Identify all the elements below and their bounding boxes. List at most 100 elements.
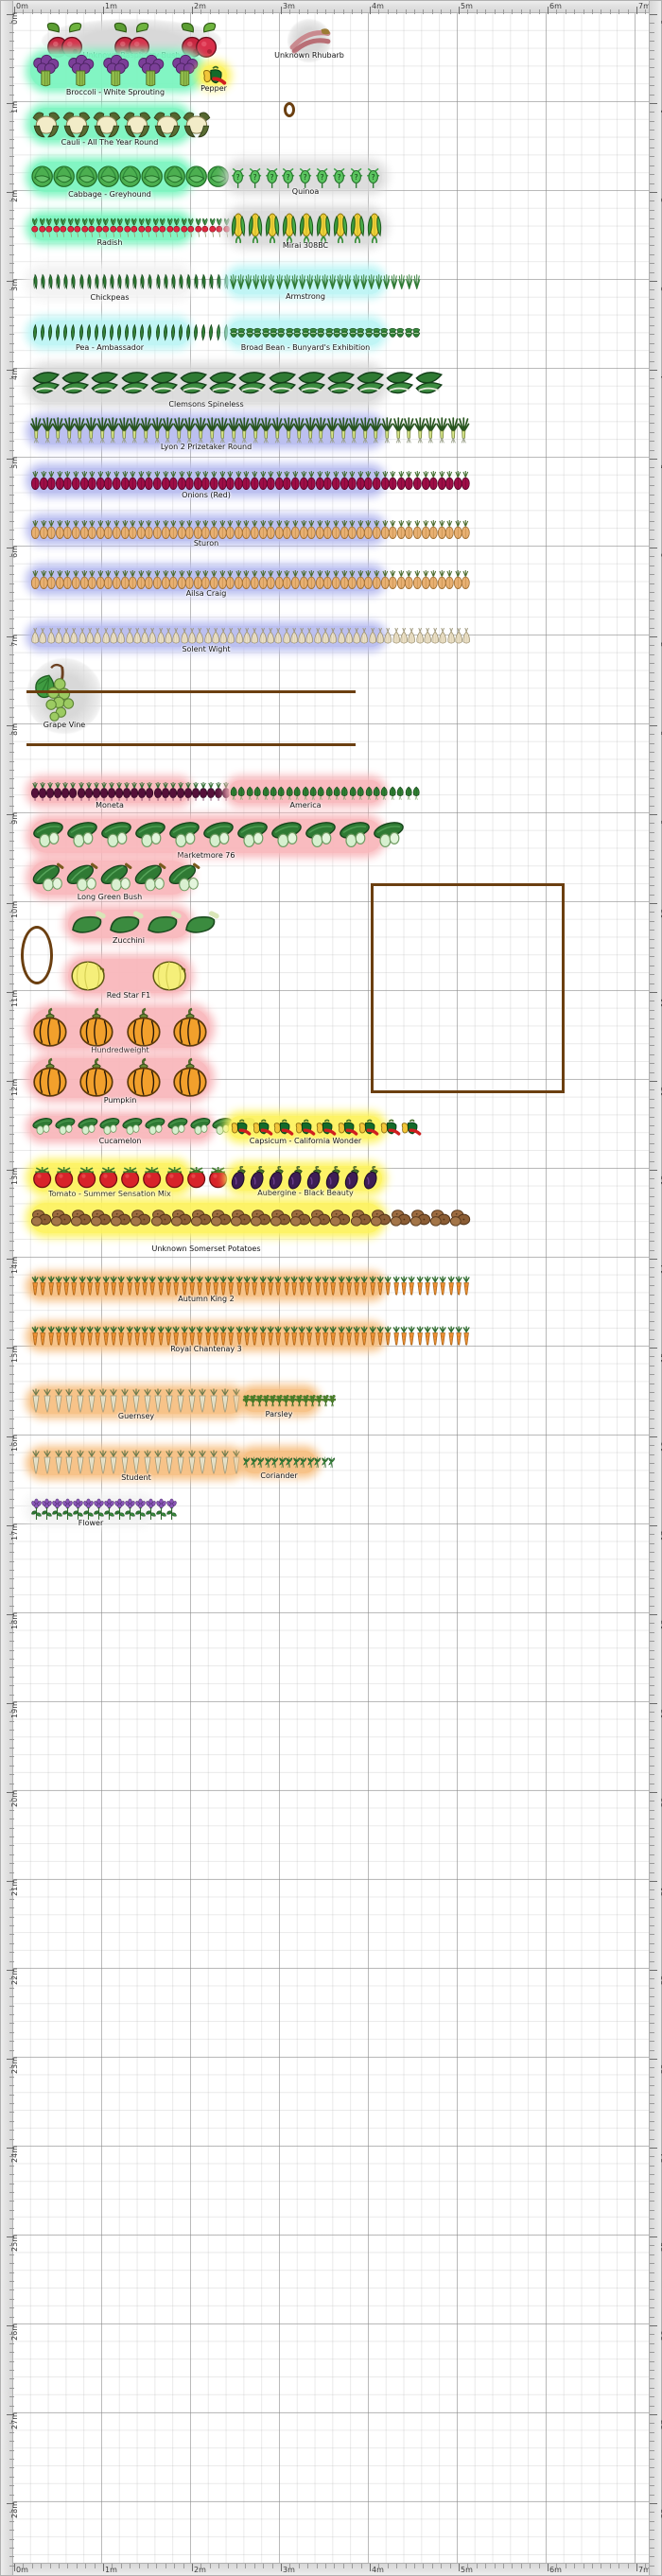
planting[interactable]: Lyon 2 Prizetaker Round <box>30 417 470 451</box>
parsnip-icon <box>120 1450 130 1475</box>
ruler-tick-minor <box>9 245 14 247</box>
parsnip-icon <box>209 1450 218 1475</box>
ruler-tick-minor <box>94 2564 96 2568</box>
ruler-tick-minor <box>9 938 14 940</box>
carrot-icon <box>329 1326 337 1346</box>
ruler-tick-minor <box>9 2289 14 2291</box>
planting[interactable]: Hundredweight <box>30 1007 210 1054</box>
planting[interactable]: Unknown Rhubarb <box>274 19 344 62</box>
ruler-tick-minor <box>650 698 654 700</box>
planting[interactable]: Ailsa Craig <box>30 568 471 598</box>
planting[interactable]: America <box>229 780 420 809</box>
ruler-tick-minor <box>441 9 443 14</box>
broadbean-icon <box>317 326 325 339</box>
water-butt[interactable] <box>21 926 53 984</box>
planting[interactable]: Capsicum - California Wonder <box>229 1116 422 1145</box>
onion-icon <box>331 519 340 540</box>
planting[interactable]: Pumpkin <box>30 1057 210 1105</box>
ruler-tick-minor <box>650 1587 654 1589</box>
planting[interactable]: Student <box>30 1450 242 1482</box>
onion-icon <box>104 569 113 590</box>
ruler-tick-major <box>650 2059 657 2060</box>
planting[interactable]: Guernsey <box>30 1388 242 1420</box>
planting[interactable]: Pea - Ambassador <box>30 321 229 352</box>
planting[interactable]: Pepper <box>200 65 227 93</box>
broadbean-icon <box>277 326 286 339</box>
planting[interactable]: Sturon <box>30 518 471 548</box>
ruler-tick-minor <box>9 1863 14 1865</box>
aubergine-icon <box>268 1165 287 1191</box>
onion-icon <box>136 519 146 540</box>
planting[interactable]: Radish <box>30 216 230 247</box>
planting[interactable]: Marketmore 76 <box>30 819 404 860</box>
path-line-upper[interactable] <box>26 690 356 693</box>
pot-small[interactable] <box>284 102 295 117</box>
plan-canvas[interactable]: Unknown Raspberry BushUnknown RhubarbBro… <box>13 13 649 2563</box>
planting[interactable]: Broccoli - White Sprouting <box>30 54 200 96</box>
ruler-tick-minor <box>200 9 202 14</box>
ruler-tick-minor <box>650 1507 654 1509</box>
path-line-lower[interactable] <box>26 743 356 746</box>
red-onion-icon <box>389 470 397 491</box>
planting[interactable]: Royal Chantenay 3 <box>30 1326 470 1353</box>
planting[interactable]: Zucchini <box>68 910 219 945</box>
planting[interactable]: Unknown Somerset Potatoes <box>30 1203 471 1253</box>
planting[interactable]: Parsley <box>242 1389 337 1419</box>
ruler-tick-minor <box>9 1516 14 1518</box>
planting[interactable]: Long Green Bush <box>30 861 200 901</box>
planting[interactable]: Clemsons Spineless <box>30 368 444 409</box>
ruler-tick-minor <box>9 645 14 647</box>
planting[interactable]: Cucamelon <box>30 1116 255 1145</box>
planting[interactable]: ????????? Quinoa <box>229 165 382 196</box>
planting[interactable]: Onions (Red) <box>30 468 471 499</box>
planting[interactable]: Solent Wight <box>30 626 471 653</box>
ruler-tick-minor <box>512 2564 514 2568</box>
planting-label: Armstrong <box>286 292 325 301</box>
planting[interactable]: Aubergine - Black Beauty <box>229 1165 382 1197</box>
ruler-label-v: 20m <box>10 1790 19 1807</box>
ruler-tick-minor <box>650 2441 654 2443</box>
planting[interactable]: Cabbage - Greyhound <box>30 162 230 199</box>
greenhouse[interactable] <box>371 883 565 1093</box>
ruler-tick-minor <box>431 2564 433 2568</box>
ruler-tick-minor <box>9 449 14 451</box>
ruler-tick-minor <box>120 9 122 14</box>
planting[interactable]: Coriander <box>242 1451 336 1480</box>
ruler-tick-minor <box>9 2334 14 2336</box>
planting[interactable]: Broad Bean - Bunyard's Exhibition <box>229 321 421 352</box>
sweetcorn-icon <box>264 211 281 244</box>
planting[interactable]: Autumn King 2 <box>30 1276 470 1303</box>
ruler-tick-minor <box>650 2041 654 2043</box>
planting[interactable]: Red Star F1 <box>68 959 189 1000</box>
carrot-icon <box>39 1276 46 1296</box>
ruler-tick-minor <box>112 2564 113 2568</box>
planting[interactable]: Armstrong <box>229 270 421 301</box>
onion-icon <box>152 569 162 590</box>
pepper-icon <box>294 1119 316 1137</box>
planting[interactable]: Chickpeas <box>30 269 229 302</box>
ruler-tick-minor <box>650 494 654 496</box>
ruler-tick-minor <box>650 2165 654 2167</box>
planting[interactable]: Grape Vine <box>26 658 102 734</box>
ruler-tick-minor <box>9 414 14 415</box>
ruler-tick-minor <box>650 2192 654 2193</box>
onion-icon <box>283 519 292 540</box>
parsnip-icon <box>64 1388 74 1414</box>
ruler-tick-minor <box>9 387 14 389</box>
planting[interactable]: Mirai 308BC <box>229 211 382 250</box>
garlic-icon <box>181 627 188 646</box>
planting[interactable]: Flower <box>30 1498 177 1527</box>
onion-icon <box>234 569 243 590</box>
planting[interactable]: Tomato - Summer Sensation Mix <box>30 1163 228 1198</box>
planting[interactable]: Cauli - All The Year Round <box>30 108 211 147</box>
ruler-tick-minor <box>9 1748 14 1749</box>
pepper-icon <box>201 65 227 86</box>
planting[interactable]: Moneta <box>30 780 231 809</box>
ruler-tick-minor <box>650 1827 654 1829</box>
pea-icon <box>61 323 69 342</box>
red-onion-icon <box>340 470 349 491</box>
spinach-icon <box>253 784 261 800</box>
planting-icons <box>68 910 219 938</box>
ruler-tick-major <box>650 636 657 637</box>
